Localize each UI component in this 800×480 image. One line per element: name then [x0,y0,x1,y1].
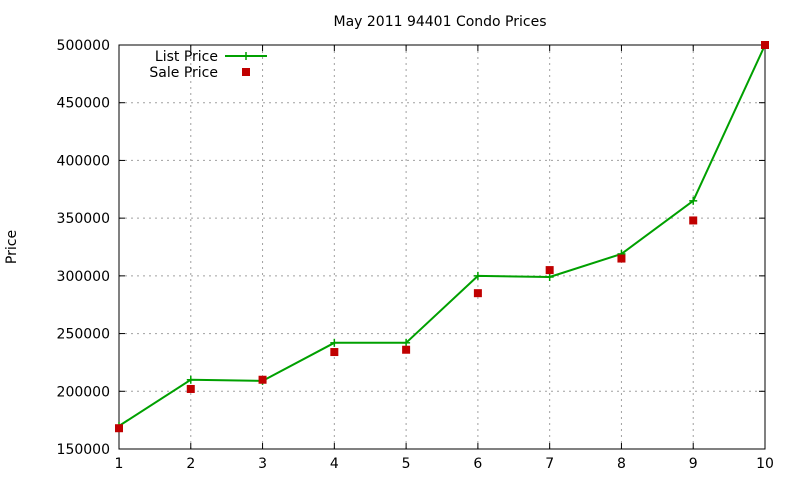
x-tick-label: 9 [689,456,698,472]
y-tick-label: 200000 [57,384,110,400]
sale-price-point [689,216,698,225]
list-price-point [186,375,195,384]
chart-title: May 2011 94401 Condo Prices [333,14,546,30]
grid-lines [119,45,765,449]
y-tick-label: 450000 [57,96,110,112]
x-tick-label: 3 [258,456,267,472]
x-tick-label: 1 [115,456,124,472]
sale-price-legend-label: Sale Price [149,65,218,81]
sale-price-point [473,289,482,298]
x-tick-label: 8 [617,456,626,472]
x-tick-label: 5 [402,456,411,472]
sale-price-point [258,375,267,384]
x-tick-label: 6 [473,456,482,472]
sale-price-point [330,348,339,357]
list-price-point [330,338,339,347]
list-price-point [545,273,554,282]
sale-price-point [761,41,769,49]
sale-price-point [402,345,411,354]
x-tick-label: 2 [186,456,195,472]
sale-price-point [186,384,195,393]
list-price-point [402,338,411,347]
y-axis-label: Price [4,230,20,264]
x-tick-label: 7 [545,456,554,472]
sale-price-legend-marker [242,68,250,76]
plot-frame [118,44,766,450]
sale-price-point [115,424,123,433]
axis-ticks: 1 2 3 4 5 6 7 8 9 10 150000 200000 250000 300000 35000… [57,38,774,472]
y-tick-label: 300000 [57,269,110,285]
y-tick-label: 350000 [57,211,110,227]
y-tick-label: 250000 [57,327,110,343]
sale-price-point [545,266,554,275]
x-tick-label: 4 [330,456,339,472]
y-tick-label: 400000 [57,153,110,169]
y-tick-label: 500000 [57,38,110,54]
y-tick-label: 150000 [57,442,110,458]
list-price-point [473,271,482,280]
list-price-point [689,196,698,205]
x-tick-label: 10 [756,456,774,472]
list-price-line [118,44,766,427]
list-price-legend-label: List Price [155,49,218,65]
data-series [115,41,769,433]
sale-price-point [617,254,626,263]
